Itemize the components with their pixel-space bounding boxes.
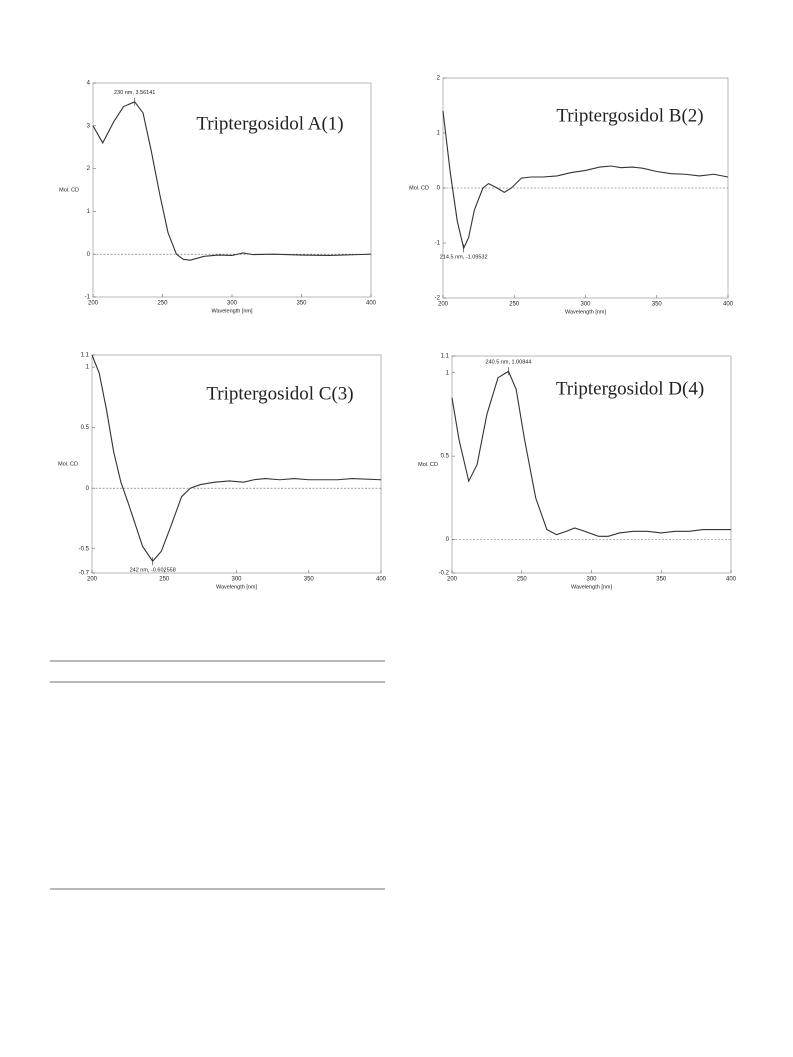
y-tick-label: 1.1 (441, 354, 450, 360)
x-tick-label: 350 (296, 301, 307, 307)
y-tick-label: 0 (86, 486, 90, 492)
x-tick-label: 350 (652, 302, 663, 308)
cd-curve (451, 370, 731, 537)
chart-title: Triptergosidol D(4) (556, 378, 704, 399)
x-tick-label: 400 (366, 301, 377, 307)
x-tick-label: 250 (517, 577, 528, 583)
y-axis-label: Mol. CD (409, 185, 429, 191)
peak-annotation: 240.5 nm, 1.00844 (486, 360, 532, 366)
peak-annotation: 242 nm, -0.602558 (130, 568, 176, 574)
x-tick-label: 400 (723, 302, 734, 308)
x-tick-label: 300 (227, 301, 238, 307)
y-tick-label: 3 (87, 123, 91, 129)
chart-title: Triptergosidol C(3) (206, 383, 353, 404)
x-tick-label: 250 (157, 301, 168, 307)
y-tick-label: -0.7 (79, 571, 90, 577)
y-tick-label: 2 (437, 76, 441, 82)
x-axis-label: Wavelength [nm] (571, 584, 613, 590)
y-tick-label: 1 (437, 131, 441, 137)
y-tick-label: 1.1 (81, 353, 90, 359)
y-tick-label: 0.5 (441, 454, 450, 460)
x-tick-label: 200 (438, 302, 449, 308)
peak-annotation: 230 nm, 3.56141 (114, 90, 155, 96)
x-tick-label: 300 (231, 577, 242, 583)
cd-curve (442, 110, 729, 250)
y-tick-label: 0.5 (81, 425, 90, 431)
y-tick-label: 1 (86, 365, 90, 371)
x-axis-label: Wavelength [nm] (211, 308, 253, 314)
x-tick-label: 300 (586, 577, 597, 583)
x-tick-label: 400 (726, 577, 737, 583)
y-axis-label: Mol. CD (59, 187, 79, 193)
y-tick-label: 1 (446, 370, 450, 376)
x-tick-label: 250 (509, 302, 520, 308)
x-tick-label: 400 (376, 577, 387, 583)
x-axis-label: Wavelength [nm] (565, 309, 607, 315)
y-tick-label: 4 (87, 81, 91, 87)
y-tick-label: -0.2 (439, 571, 450, 577)
x-tick-label: 250 (159, 577, 170, 583)
x-tick-label: 200 (87, 577, 98, 583)
y-tick-label: 0 (87, 252, 91, 258)
y-tick-label: -1 (85, 295, 91, 301)
y-tick-label: 1 (87, 209, 91, 215)
y-tick-label: -0.5 (79, 546, 90, 552)
x-tick-label: 350 (656, 577, 667, 583)
y-axis-label: Mol. CD (418, 462, 438, 468)
y-axis-label: Mol. CD (58, 461, 78, 467)
x-tick-label: 200 (88, 301, 99, 307)
x-tick-label: 350 (304, 577, 315, 583)
cd-curve (91, 354, 382, 563)
x-tick-label: 300 (580, 302, 591, 308)
y-tick-label: 0 (437, 186, 441, 192)
chart-title: Triptergosidol A(1) (196, 113, 343, 134)
x-axis-label: Wavelength [nm] (216, 584, 258, 590)
chart-title: Triptergosidol B(2) (556, 105, 703, 126)
y-tick-label: 2 (87, 166, 91, 172)
cd-curve (92, 101, 372, 261)
peak-annotation: 214.5 nm, -1.09532 (440, 255, 488, 261)
y-tick-label: 0 (446, 537, 450, 543)
y-tick-label: -1 (435, 241, 441, 247)
y-tick-label: -2 (435, 296, 441, 302)
x-tick-label: 200 (447, 577, 458, 583)
